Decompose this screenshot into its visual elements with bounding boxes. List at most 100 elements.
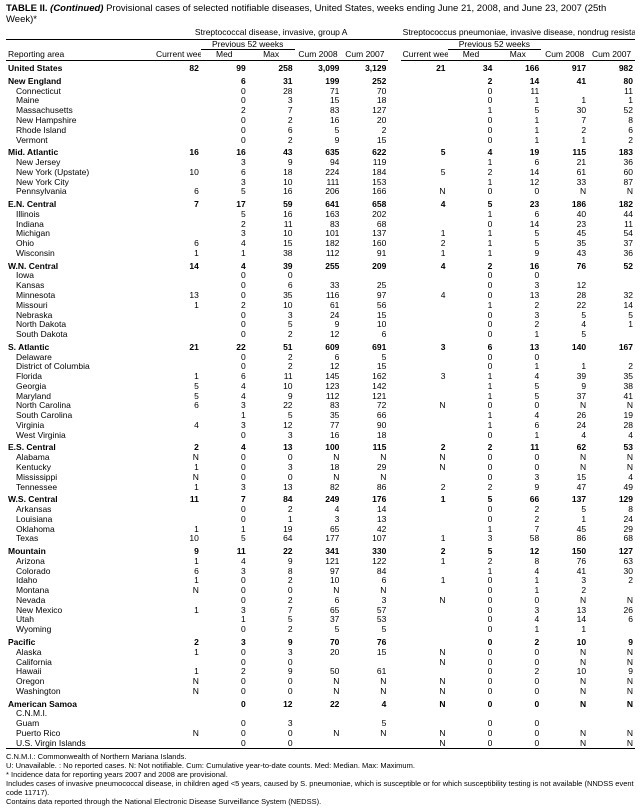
cell: 76 [541, 557, 588, 567]
cell: 13 [494, 291, 541, 301]
cell: 0 [494, 648, 541, 658]
cell: 0 [201, 463, 248, 473]
cell: 341 [295, 544, 342, 557]
cell [401, 606, 448, 616]
cell: 10 [295, 576, 342, 586]
cell: 4 [541, 431, 588, 441]
cell: 6 [154, 187, 201, 197]
table-row: Florida16111451623143935 [6, 372, 635, 382]
cell: 5 [154, 382, 201, 392]
cell: 137 [541, 492, 588, 505]
area-name: Connecticut [6, 87, 154, 97]
cell: 9 [154, 544, 201, 557]
cell: 1 [154, 249, 201, 259]
cell: 0 [201, 96, 248, 106]
table-row: C.N.M.I. [6, 709, 635, 719]
cell: 6 [201, 74, 248, 87]
cell: 0 [448, 353, 495, 363]
cell: 2 [541, 586, 588, 596]
cell: N [588, 463, 635, 473]
cell: 2 [201, 301, 248, 311]
cell: N [541, 463, 588, 473]
cell: 6 [154, 239, 201, 249]
cell: 43 [541, 249, 588, 259]
cell: 112 [295, 249, 342, 259]
cell: 86 [341, 483, 388, 493]
cell: 66 [341, 411, 388, 421]
cell: 15 [341, 362, 388, 372]
cell: 10 [541, 667, 588, 677]
cell: 18 [341, 96, 388, 106]
cell: 7 [248, 106, 295, 116]
area-name: Minnesota [6, 291, 154, 301]
cell: 82 [295, 483, 342, 493]
area-name: Illinois [6, 210, 154, 220]
cell: 1 [541, 625, 588, 635]
cell: 1 [448, 210, 495, 220]
cell: N [588, 739, 635, 749]
cell: 19 [494, 145, 541, 158]
cell: 26 [541, 411, 588, 421]
cell: 26 [588, 606, 635, 616]
area-name: Michigan [6, 229, 154, 239]
cell: 0 [448, 505, 495, 515]
table-row: Pennsylvania6516206166N00NN [6, 187, 635, 197]
area-name: Maine [6, 96, 154, 106]
cell: 35 [248, 291, 295, 301]
cell: 13 [341, 515, 388, 525]
cell [401, 301, 448, 311]
cell: 39 [541, 372, 588, 382]
cell: 199 [295, 74, 342, 87]
cell: 129 [588, 492, 635, 505]
cell [401, 635, 448, 648]
cell [401, 709, 448, 719]
cell: 0 [448, 116, 495, 126]
cell: 1 [541, 515, 588, 525]
cell: 59 [248, 197, 295, 210]
cell: 86 [541, 534, 588, 544]
cell: 0 [201, 729, 248, 739]
cell: N [401, 739, 448, 749]
cell: 4 [494, 567, 541, 577]
cell: 5 [201, 534, 248, 544]
cell: 9 [494, 249, 541, 259]
cell [401, 362, 448, 372]
table-title: TABLE II. (Continued) Provisional cases … [6, 4, 635, 26]
cell: 83 [295, 106, 342, 116]
cell: 53 [588, 440, 635, 453]
cell: 4 [494, 372, 541, 382]
section-header: Pacific239707602109 [6, 635, 635, 648]
cell: 20 [341, 116, 388, 126]
cell: 1 [154, 372, 201, 382]
cell: 249 [295, 492, 342, 505]
cell: N [588, 648, 635, 658]
cell: 35 [295, 411, 342, 421]
hdr-prev-a: Previous 52 weeks [201, 39, 295, 50]
cell: 16 [248, 187, 295, 197]
cell: 107 [341, 534, 388, 544]
table-row: Delaware026500 [6, 353, 635, 363]
cell: 0 [248, 729, 295, 739]
cell: 13 [494, 340, 541, 353]
cell [401, 74, 448, 87]
cell: 258 [248, 61, 295, 74]
footnote-line: C.N.M.I.: Commonwealth of Northern Maria… [6, 752, 635, 761]
cell [588, 709, 635, 719]
area-name: California [6, 658, 154, 668]
cell: 16 [295, 431, 342, 441]
cell: 70 [295, 635, 342, 648]
area-name: Delaware [6, 353, 154, 363]
cell: 160 [341, 239, 388, 249]
cell: 5 [295, 625, 342, 635]
cell: 115 [541, 145, 588, 158]
cell: 8 [494, 557, 541, 567]
cell: 87 [588, 178, 635, 188]
cell: 14 [341, 505, 388, 515]
cell: 2 [248, 353, 295, 363]
area-name: Washington [6, 687, 154, 697]
cell [401, 106, 448, 116]
area-name: Idaho [6, 576, 154, 586]
cell: 162 [341, 372, 388, 382]
cell: 0 [201, 291, 248, 301]
cell: 6 [154, 567, 201, 577]
